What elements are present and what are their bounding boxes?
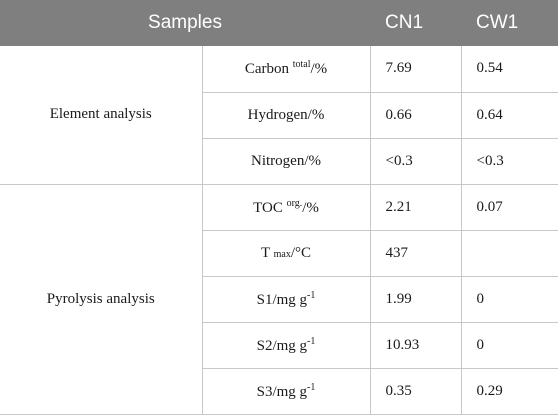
row-label-carbon: Carbon total/%	[202, 46, 371, 93]
row-label-tmax: T max/°C	[202, 230, 371, 277]
cell-cn1: 7.69	[370, 46, 462, 93]
table-row: Element analysis Carbon total/% 7.69 0.5…	[0, 46, 558, 185]
cell-cw1: 0.29	[461, 368, 558, 415]
cell-cn1: 10.93	[370, 322, 462, 369]
cell-cw1: <0.3	[461, 138, 558, 185]
cell-cw1: 0	[461, 322, 558, 369]
row-label-toc: TOC org./%	[202, 184, 371, 231]
header-samples: Samples	[148, 12, 222, 33]
table-row: S3/mg g-1 0.35 0.29	[0, 368, 558, 415]
table-row: Hydrogen/% 0.66 0.64	[0, 92, 558, 139]
table-row: Nitrogen/% <0.3 <0.3	[0, 138, 558, 185]
cell-cw1	[461, 230, 558, 277]
group-pyrolysis-analysis: Pyrolysis analysis	[0, 184, 203, 415]
table-row: S2/mg g-1 10.93 0	[0, 322, 558, 369]
cell-cn1: 437	[370, 230, 462, 277]
row-label-nitrogen: Nitrogen/%	[202, 138, 371, 185]
cell-cw1: 0.07	[461, 184, 558, 231]
group-element-analysis: Element analysis	[0, 46, 203, 185]
cell-cn1: 0.35	[370, 368, 462, 415]
row-label-hydrogen: Hydrogen/%	[202, 92, 371, 139]
table-row: Pyrolysis analysis TOC org./% 2.21 0.07	[0, 184, 558, 415]
header-cn1: CN1	[385, 12, 424, 33]
table-row: S1/mg g-1 1.99 0	[0, 276, 558, 323]
header-cw1: CW1	[476, 12, 519, 33]
table-header-row: Samples CN1 CW1	[0, 0, 558, 46]
row-label-s3: S3/mg g-1	[202, 368, 371, 415]
cell-cn1: 0.66	[370, 92, 462, 139]
cell-cw1: 0.54	[461, 46, 558, 93]
cell-cw1: 0	[461, 276, 558, 323]
cell-cn1: 1.99	[370, 276, 462, 323]
cell-cw1: 0.64	[461, 92, 558, 139]
row-label-s1: S1/mg g-1	[202, 276, 371, 323]
cell-cn1: 2.21	[370, 184, 462, 231]
row-label-s2: S2/mg g-1	[202, 322, 371, 369]
cell-cn1: <0.3	[370, 138, 462, 185]
table-row: T max/°C 437	[0, 230, 558, 277]
